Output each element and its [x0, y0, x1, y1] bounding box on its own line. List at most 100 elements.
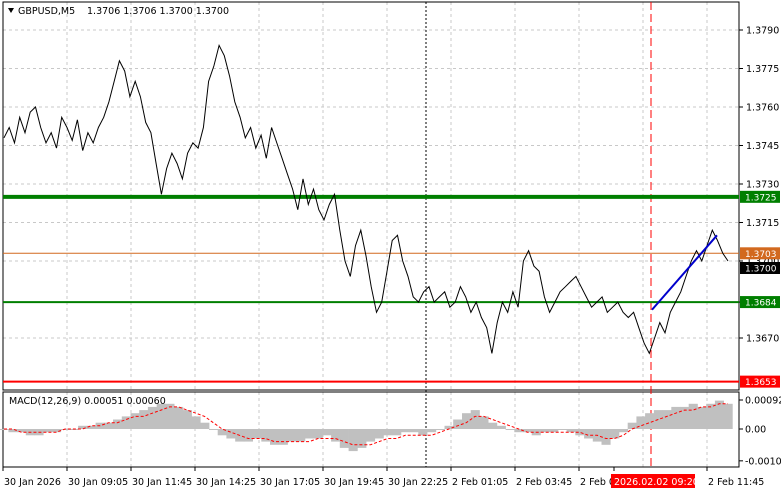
- macd-histogram-bar: [278, 429, 288, 445]
- macd-histogram-bar: [444, 425, 454, 429]
- macd-tick-label: -0.00101: [745, 456, 781, 467]
- macd-histogram-bar: [706, 403, 716, 429]
- highlighted-time-label: 2026.02.02 09:20: [614, 477, 699, 488]
- macd-histogram-bar: [261, 429, 271, 442]
- macd-histogram-bar: [339, 429, 349, 448]
- macd-histogram-bar: [479, 416, 489, 429]
- macd-histogram-bar: [470, 410, 480, 429]
- time-tick-label: 30 Jan 2026: [4, 477, 61, 488]
- macd-histogram-bar: [662, 410, 672, 429]
- highlighted-time-box: [611, 474, 695, 488]
- time-tick-label: 30 Jan 19:45: [324, 477, 384, 488]
- time-tick-label: 2 Feb 03:45: [516, 477, 572, 488]
- time-tick-label: 30 Jan 22:25: [388, 477, 448, 488]
- price-tick-label: 1.3790: [746, 26, 779, 37]
- macd-histogram-bar: [121, 416, 131, 429]
- macd-histogram-bar: [645, 413, 655, 429]
- macd-histogram-bar: [496, 425, 506, 429]
- macd-histogram-bar: [488, 422, 498, 429]
- macd-title: MACD(12,26,9) 0.00051 0.00060: [9, 396, 166, 407]
- macd-histogram-bar: [156, 403, 166, 429]
- macd-histogram-bar: [104, 422, 114, 429]
- time-tick-label: 2 Feb 0: [580, 477, 615, 488]
- macd-histogram-bar: [601, 429, 611, 445]
- macd-histogram-bar: [427, 429, 437, 433]
- macd-histogram-bar: [462, 413, 472, 429]
- macd-histogram-bar: [400, 429, 410, 433]
- macd-histogram-bar: [331, 429, 341, 442]
- macd-histogram-bar: [217, 429, 227, 436]
- macd-histogram-bar: [418, 429, 428, 436]
- macd-tick-label: 0.00092: [745, 396, 781, 407]
- macd-histogram-bar: [209, 429, 219, 430]
- bid-label-box: [740, 247, 780, 260]
- price-tick-label: 1.3730: [746, 180, 779, 191]
- dropdown-arrow-icon[interactable]: [8, 8, 14, 13]
- macd-histogram-bar: [252, 429, 262, 439]
- price-tick-label: 1.3775: [746, 64, 779, 75]
- price-series-line: [3, 43, 729, 355]
- macd-histogram-bar: [226, 429, 236, 439]
- macd-histogram-bar: [366, 429, 376, 442]
- time-tick-label: 2 Feb 11:45: [708, 477, 764, 488]
- macd-histogram-bar: [514, 429, 524, 433]
- macd-histogram-bar: [165, 403, 175, 429]
- macd-histogram-bar: [17, 429, 27, 433]
- macd-histogram-bar: [575, 429, 585, 436]
- macd-histogram-bar: [714, 400, 724, 429]
- macd-histogram-bar: [653, 410, 663, 429]
- macd-histogram-bar: [113, 419, 123, 429]
- macd-histogram-bar: [78, 425, 88, 429]
- macd-histogram-bar: [357, 429, 367, 448]
- macd-histogram-bar: [182, 410, 192, 429]
- price-level-labels: 1.3725 1.3703 1.3684 1.3653 1.3700: [740, 190, 780, 388]
- bid-label: 1.3703: [745, 250, 777, 260]
- macd-histogram-bar: [304, 429, 314, 439]
- support-label: 1.3684: [745, 299, 777, 309]
- macd-histogram-bar: [139, 410, 149, 429]
- time-axis: 30 Jan 2026 30 Jan 09:05 30 Jan 11:45 30 Ja…: [2, 467, 764, 488]
- price-tick-label: 1.3760: [746, 103, 779, 114]
- macd-histogram-bar: [723, 403, 733, 429]
- resistance-label: 1.3725: [745, 193, 777, 203]
- chart-symbol-timeframe: GBPUSD,M5: [18, 6, 75, 17]
- last-price-box: [740, 262, 780, 274]
- macd-histogram-bar: [540, 429, 550, 433]
- price-tick-label: 1.3670: [746, 334, 779, 345]
- macd-histogram-bar: [636, 416, 646, 429]
- macd-histogram-bar: [627, 422, 637, 429]
- macd-histogram-bar: [409, 429, 419, 433]
- macd-histogram-bar: [610, 429, 620, 439]
- macd-histogram-bar: [435, 429, 445, 430]
- macd-histogram-bar: [130, 413, 140, 429]
- time-tick-label: 2 Feb 01:05: [452, 477, 508, 488]
- time-tick-label: 30 Jan 11:45: [132, 477, 192, 488]
- red-level-label: 1.3653: [745, 378, 777, 388]
- macd-histogram-bar: [52, 429, 62, 433]
- macd-histogram-bar: [453, 419, 463, 429]
- macd-histogram-bar: [243, 429, 253, 442]
- macd-histogram-bar: [174, 406, 184, 429]
- macd-histogram-bar: [619, 429, 629, 433]
- price-tick-label: 1.3715: [746, 218, 779, 229]
- trend-line[interactable]: [651, 234, 718, 311]
- macd-histogram-bar: [688, 403, 698, 429]
- macd-histogram-bar: [392, 429, 402, 436]
- red-level-label-box: [740, 375, 780, 388]
- macd-histogram-bar: [147, 406, 157, 429]
- macd-tick-label: 0.00: [745, 425, 766, 436]
- macd-histogram-bar: [566, 429, 576, 433]
- macd-histogram-bar: [505, 429, 515, 430]
- resistance-label-box: [740, 190, 780, 203]
- support-label-box: [740, 296, 780, 309]
- macd-histogram-bar: [313, 429, 323, 439]
- macd-histogram-bar: [584, 429, 594, 439]
- macd-histogram-bar: [86, 425, 96, 429]
- macd-histogram-bar: [680, 406, 690, 429]
- macd-histogram-bar: [348, 429, 358, 452]
- macd-histogram-bar: [296, 429, 306, 442]
- macd-histogram-bar: [697, 406, 707, 429]
- macd-histogram-bar: [8, 429, 18, 433]
- last-price-label: 1.3700: [745, 265, 777, 275]
